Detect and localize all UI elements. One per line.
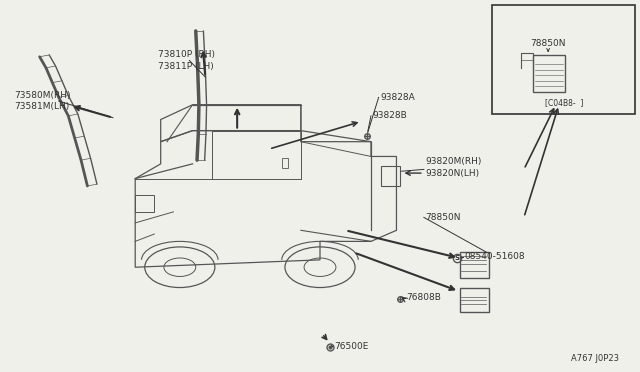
Text: 76808B: 76808B (406, 293, 441, 302)
Text: 73580M(RH)
73581M(LH): 73580M(RH) 73581M(LH) (14, 91, 70, 112)
Text: 76500E: 76500E (334, 342, 369, 351)
Text: S: S (454, 255, 460, 261)
FancyBboxPatch shape (492, 5, 636, 114)
Text: A767 J0P23: A767 J0P23 (572, 354, 620, 363)
Text: 78850N: 78850N (425, 213, 461, 222)
Text: 93828A: 93828A (381, 93, 415, 102)
Text: 78850N: 78850N (531, 39, 566, 48)
Text: 73810P (RH)
73811P (LH): 73810P (RH) 73811P (LH) (157, 50, 214, 71)
Text: [C04B8-  ]: [C04B8- ] (545, 98, 583, 107)
Text: 93820M(RH)
93820N(LH): 93820M(RH) 93820N(LH) (425, 157, 481, 178)
Text: 08540-51608: 08540-51608 (464, 252, 525, 262)
Text: 93828B: 93828B (372, 111, 407, 121)
